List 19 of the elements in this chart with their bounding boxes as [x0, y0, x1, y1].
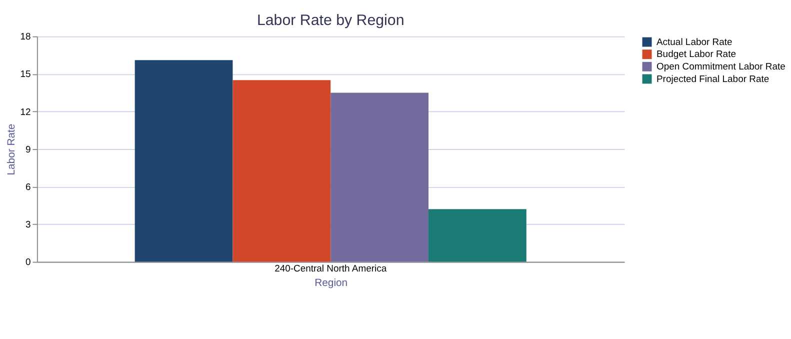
chart-title: Labor Rate by Region: [256, 12, 404, 29]
y-tick-label: 9: [26, 144, 31, 156]
x-tick-label: 240-Central North America: [274, 264, 388, 275]
y-tick-label: 15: [20, 69, 31, 80]
bar: [330, 92, 428, 262]
bar: [134, 60, 233, 262]
legend-label: Projected Final Labor Rate: [656, 74, 770, 85]
legend-label: Budget Labor Rate: [656, 49, 736, 60]
x-axis-title: Region: [314, 278, 348, 289]
bar: [428, 209, 526, 262]
legend-label: Open Commitment Labor Rate: [656, 61, 786, 72]
legend-label: Actual Labor Rate: [656, 36, 732, 48]
y-tick-label: 3: [26, 220, 31, 231]
y-tick-label: 18: [20, 32, 31, 43]
y-tick-label: 0: [26, 257, 31, 268]
y-tick-label: 12: [20, 106, 31, 118]
y-axis-title: Labor Rate: [6, 124, 18, 176]
bar: [232, 80, 331, 262]
y-tick-label: 6: [26, 182, 31, 193]
